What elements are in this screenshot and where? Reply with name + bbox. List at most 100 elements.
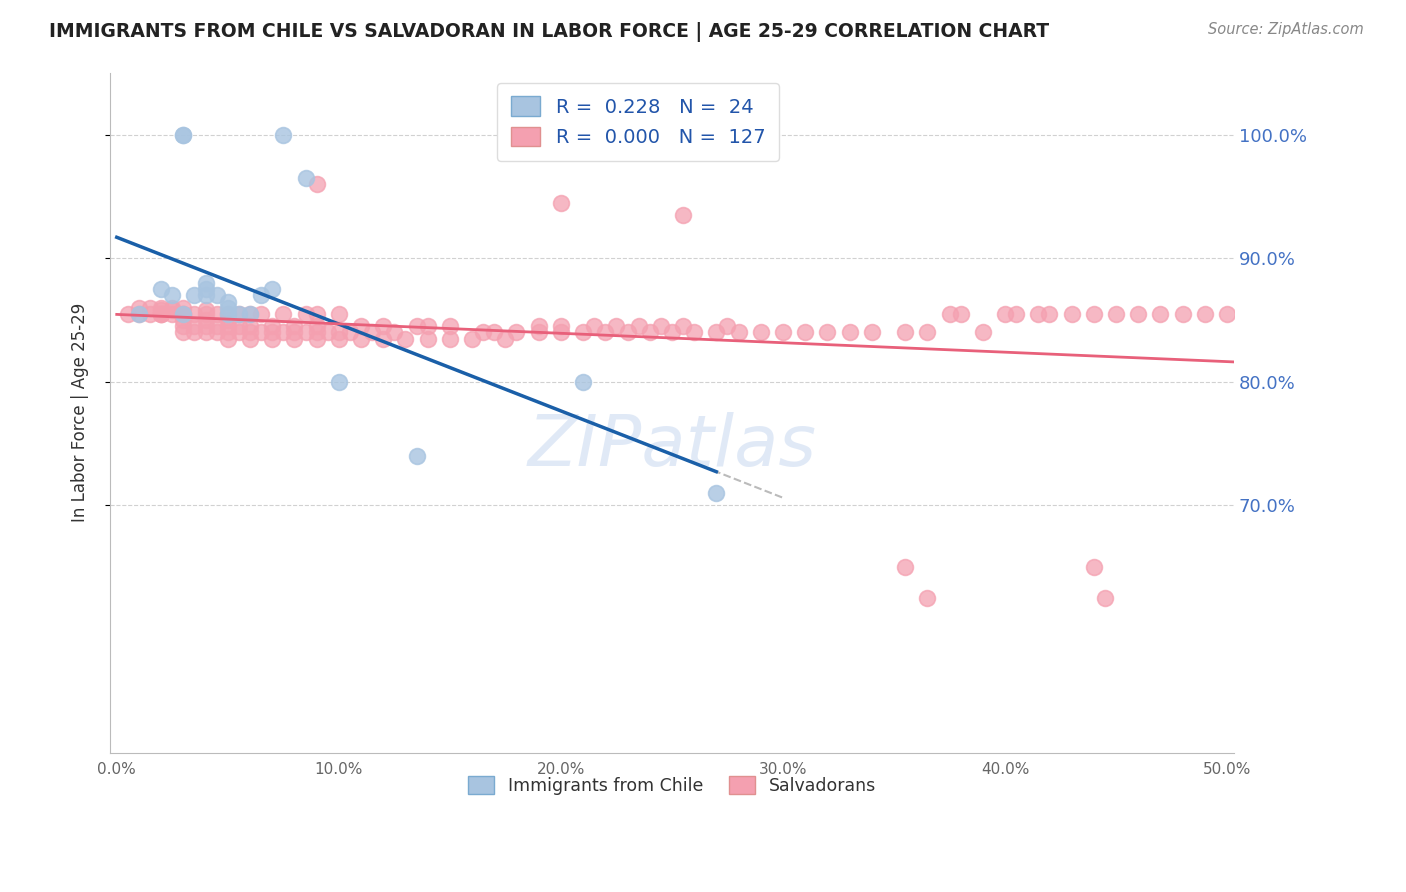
Point <box>616 326 638 340</box>
Point <box>217 332 239 346</box>
Point <box>683 326 706 340</box>
Point <box>1005 307 1028 321</box>
Point <box>194 313 217 327</box>
Point <box>150 303 173 318</box>
Point <box>172 313 194 327</box>
Point <box>394 332 416 346</box>
Point <box>283 319 305 334</box>
Point <box>894 560 917 574</box>
Text: IMMIGRANTS FROM CHILE VS SALVADORAN IN LABOR FORCE | AGE 25-29 CORRELATION CHART: IMMIGRANTS FROM CHILE VS SALVADORAN IN L… <box>49 22 1049 42</box>
Point <box>150 307 173 321</box>
Point <box>661 326 683 340</box>
Y-axis label: In Labor Force | Age 25-29: In Labor Force | Age 25-29 <box>72 303 89 523</box>
Point <box>416 332 439 346</box>
Point <box>350 332 373 346</box>
Point <box>572 375 595 389</box>
Point <box>172 326 194 340</box>
Point <box>271 326 294 340</box>
Point <box>727 326 749 340</box>
Point <box>283 332 305 346</box>
Point <box>527 326 550 340</box>
Point <box>172 307 194 321</box>
Point <box>162 307 184 321</box>
Point <box>405 449 427 463</box>
Point <box>217 294 239 309</box>
Point <box>550 195 572 210</box>
Point <box>1171 307 1194 321</box>
Point <box>716 319 738 334</box>
Point <box>1083 307 1105 321</box>
Point <box>239 319 262 334</box>
Point <box>439 319 461 334</box>
Point <box>382 326 405 340</box>
Point <box>205 288 228 302</box>
Text: ZIPatlas: ZIPatlas <box>527 412 817 481</box>
Point <box>205 319 228 334</box>
Point <box>949 307 972 321</box>
Point <box>1028 307 1050 321</box>
Point <box>305 177 328 191</box>
Point <box>627 319 650 334</box>
Point <box>505 326 527 340</box>
Point <box>250 288 273 302</box>
Point <box>1038 307 1060 321</box>
Point <box>305 319 328 334</box>
Point <box>605 319 627 334</box>
Point <box>328 307 350 321</box>
Point <box>815 326 838 340</box>
Point <box>550 319 572 334</box>
Point <box>373 332 395 346</box>
Point <box>461 332 484 346</box>
Point <box>139 301 162 315</box>
Point <box>150 307 173 321</box>
Point <box>228 307 250 321</box>
Point <box>328 375 350 389</box>
Point <box>150 301 173 315</box>
Point <box>128 301 150 315</box>
Point <box>217 307 239 321</box>
Point <box>262 319 284 334</box>
Point <box>917 326 939 340</box>
Point <box>772 326 794 340</box>
Point <box>172 307 194 321</box>
Point <box>328 326 350 340</box>
Point <box>194 319 217 334</box>
Point <box>1060 307 1083 321</box>
Point <box>572 326 595 340</box>
Point <box>305 326 328 340</box>
Point <box>262 282 284 296</box>
Point <box>583 319 606 334</box>
Point <box>704 326 727 340</box>
Point <box>283 326 305 340</box>
Point <box>1216 307 1239 321</box>
Point <box>672 319 695 334</box>
Point <box>262 332 284 346</box>
Point <box>150 307 173 321</box>
Point <box>972 326 994 340</box>
Point <box>838 326 860 340</box>
Point <box>1094 591 1116 605</box>
Point <box>150 282 173 296</box>
Point <box>550 326 572 340</box>
Point <box>194 326 217 340</box>
Point <box>328 332 350 346</box>
Point <box>162 301 184 315</box>
Point <box>1194 307 1216 321</box>
Point <box>650 319 672 334</box>
Point <box>239 326 262 340</box>
Point <box>162 288 184 302</box>
Point <box>194 288 217 302</box>
Point <box>794 326 817 340</box>
Point <box>294 326 316 340</box>
Point <box>339 326 361 340</box>
Point <box>217 313 239 327</box>
Point <box>527 319 550 334</box>
Point <box>217 301 239 315</box>
Point <box>262 326 284 340</box>
Point <box>994 307 1017 321</box>
Point <box>672 208 695 222</box>
Point <box>361 326 384 340</box>
Point <box>172 319 194 334</box>
Point <box>250 307 273 321</box>
Point <box>894 326 917 340</box>
